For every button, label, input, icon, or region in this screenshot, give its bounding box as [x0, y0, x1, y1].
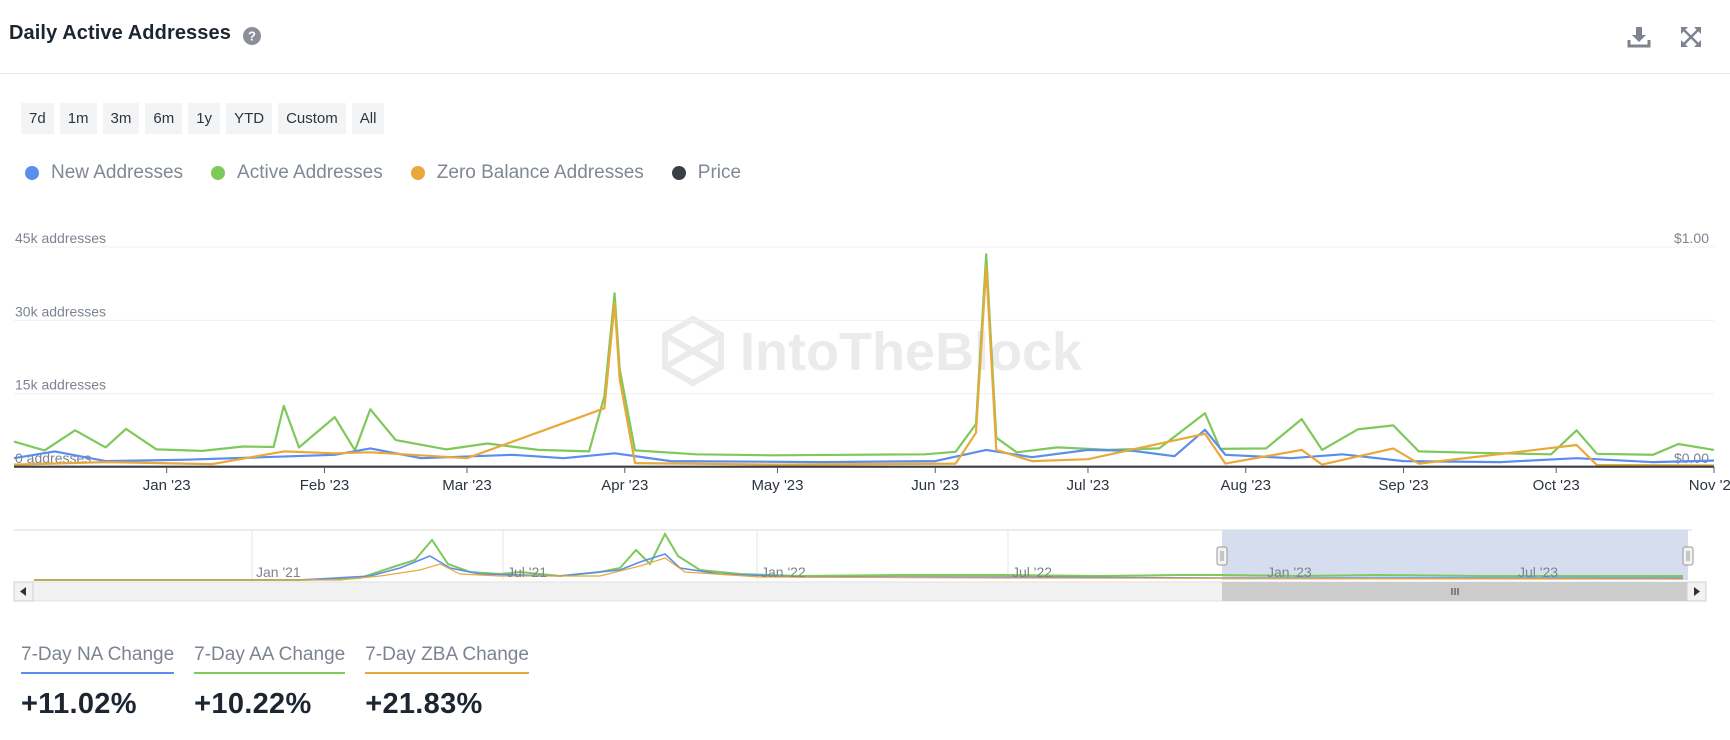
legend-item-active-addresses[interactable]: Active Addresses — [211, 162, 383, 184]
navigator-series-zero-balance — [34, 557, 1684, 581]
stat-value: +11.02% — [21, 688, 137, 720]
range-button-ytd[interactable]: YTD — [226, 103, 273, 134]
download-icon[interactable] — [1626, 24, 1652, 50]
navigator[interactable]: Jan '21 Jul '21 Jan '22 Jul '22 Jan '23 Jul '… — [0, 528, 1730, 608]
question-circle-icon[interactable]: ? — [242, 26, 262, 46]
navigator-tick-label: Jul '22 — [1012, 564, 1052, 580]
navigator-series-active — [34, 531, 1683, 581]
range-button-6m[interactable]: 6m — [145, 103, 183, 134]
navigator-handle-right[interactable] — [1682, 546, 1694, 566]
legend-label: New Addresses — [51, 162, 184, 183]
y-tick-label-right: $1.00 — [1674, 230, 1709, 246]
stat-label: 7-Day ZBA Change — [365, 644, 529, 674]
watermark-text: IntoTheBlock — [740, 322, 1083, 382]
navigator-tick-label: Jan '22 — [761, 564, 806, 580]
svg-text:?: ? — [248, 29, 256, 44]
scrollbar-thumb[interactable] — [1222, 582, 1692, 601]
x-tick-label: Sep '23 — [1378, 477, 1428, 494]
series-line-active-addresses — [13, 253, 1715, 457]
x-tick-label: Feb '23 — [300, 477, 350, 494]
x-tick-label: Apr '23 — [601, 477, 648, 494]
stat-na-change: 7-Day NA Change +11.02% — [21, 644, 175, 721]
watermark-logo-icon — [662, 315, 724, 387]
series-line-zero-balance-addresses — [13, 265, 1715, 467]
y-tick-label-left: 15k addresses — [15, 377, 106, 393]
x-tick-label: May '23 — [751, 477, 803, 494]
stat-aa-change: 7-Day AA Change +10.22% — [194, 644, 346, 721]
expand-icon[interactable] — [1678, 24, 1704, 50]
chevron-right-icon[interactable] — [1686, 581, 1707, 602]
navigator-selected-range[interactable] — [1222, 530, 1688, 580]
y-tick-label-left: 30k addresses — [15, 303, 106, 319]
range-button-1y[interactable]: 1y — [188, 103, 221, 134]
legend-label: Active Addresses — [237, 162, 383, 183]
range-button-7d[interactable]: 7d — [21, 103, 54, 134]
stat-value: +10.22% — [194, 688, 312, 720]
stat-zba-change: 7-Day ZBA Change +21.83% — [365, 644, 529, 721]
range-button-3m[interactable]: 3m — [102, 103, 140, 134]
page-title: Daily Active Addresses — [9, 22, 231, 44]
navigator-tick-label: Jan '23 — [1267, 564, 1312, 580]
navigator-tick-label: Jul '21 — [507, 564, 547, 580]
y-tick-label-right: $0.00 — [1674, 450, 1709, 466]
stat-label: 7-Day AA Change — [194, 644, 346, 674]
x-tick-label: Nov '23 — [1689, 477, 1730, 494]
chevron-left-icon[interactable] — [13, 581, 34, 602]
legend-dot — [410, 166, 425, 180]
x-tick-label: Mar '23 — [442, 477, 492, 494]
stat-value: +21.83% — [365, 688, 483, 720]
range-button-all[interactable]: All — [351, 103, 385, 134]
legend-item-new-addresses[interactable]: New Addresses — [25, 162, 183, 184]
chart-legend: New Addresses Active Addresses Zero Bala… — [25, 162, 769, 184]
legend-label: Zero Balance Addresses — [436, 162, 644, 183]
x-tick-label: Oct '23 — [1533, 477, 1580, 494]
x-tick-label: Aug '23 — [1221, 477, 1271, 494]
grip-icon[interactable] — [1451, 588, 1459, 595]
y-tick-label-left: 45k addresses — [15, 230, 106, 246]
legend-item-price[interactable]: Price — [671, 162, 742, 184]
navigator-handle-left[interactable] — [1216, 546, 1228, 566]
stat-label: 7-Day NA Change — [21, 644, 175, 674]
range-button-1m[interactable]: 1m — [59, 103, 97, 134]
x-tick-label: Jun '23 — [911, 477, 959, 494]
legend-label: Price — [697, 162, 742, 183]
x-tick-label: Jan '23 — [143, 477, 191, 494]
range-button-custom[interactable]: Custom — [278, 103, 346, 134]
stats-row: 7-Day NA Change +11.02% 7-Day AA Change … — [21, 644, 549, 721]
x-tick-label: Jul '23 — [1067, 477, 1110, 494]
legend-dot — [671, 166, 686, 180]
legend-dot — [25, 166, 39, 180]
legend-item-zero-balance-addresses[interactable]: Zero Balance Addresses — [410, 162, 644, 184]
time-range-selector: 7d 1m 3m 6m 1y YTD Custom All — [21, 103, 385, 134]
header: Daily Active Addresses ? — [0, 0, 1730, 74]
navigator-tick-label: Jul '23 — [1518, 564, 1558, 580]
watermark: IntoTheBlock — [662, 315, 1083, 387]
navigator-tick-label: Jan '21 — [256, 564, 301, 580]
legend-dot — [211, 166, 226, 180]
